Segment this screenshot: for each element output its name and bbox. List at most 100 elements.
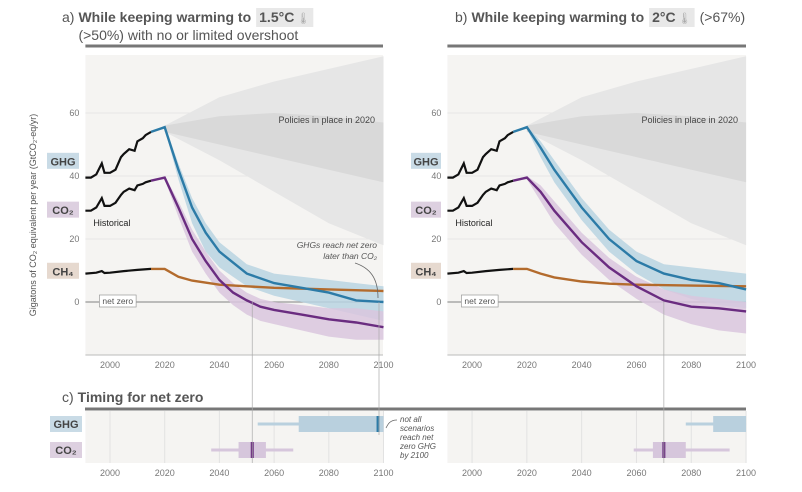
panel-title-highlight-b: 2°C <box>652 9 676 25</box>
series-label-CO2: CO₂ <box>52 205 74 217</box>
series-line-CO₂ <box>150 176 384 329</box>
panel-prefix-a: a) <box>62 9 74 25</box>
panel-title-a: While keeping warming to <box>78 9 251 25</box>
x-tick-label: 2080 <box>681 360 701 370</box>
timing-label-GHG: GHG <box>53 419 78 431</box>
timing-x-tick-label: 2100 <box>373 468 393 478</box>
panel-subtitle-b: (>67%) <box>700 9 746 25</box>
x-tick-label: 2080 <box>319 360 339 370</box>
box-CO₂ <box>652 442 686 458</box>
timing-x-tick-label: 2080 <box>681 468 701 478</box>
historical-line-CH₄ <box>85 267 152 275</box>
x-tick-label: 2100 <box>736 360 756 370</box>
timing-x-tick-label: 2060 <box>264 468 284 478</box>
box-GHG <box>298 416 384 432</box>
y-tick-label: 0 <box>436 297 441 307</box>
label-bg-CO2 <box>411 201 441 218</box>
label-bg-CO2 <box>47 201 79 218</box>
timing-note: scenarios <box>400 424 434 433</box>
panel-prefix-c: c) <box>62 389 74 405</box>
highlight-box-b <box>649 8 695 27</box>
timing-x-tick-label: 2060 <box>626 468 646 478</box>
series-label-GHG: GHG <box>413 156 438 168</box>
timing-x-tick-label: 2100 <box>736 468 756 478</box>
thermometer-icon: 🌡 <box>296 12 310 25</box>
thermometer-icon: 🌡 <box>678 12 692 25</box>
highlight-box-a <box>256 8 314 27</box>
series-label-CH4: CH₄ <box>52 266 73 278</box>
historical-line-GHG <box>85 130 152 179</box>
timing-note: zero GHG <box>399 442 436 451</box>
x-tick-label: 2100 <box>373 360 393 370</box>
x-tick-label: 2000 <box>462 360 482 370</box>
timing-note: by 2100 <box>400 451 429 460</box>
x-tick-label: 2000 <box>100 360 120 370</box>
historical-label: Historical <box>455 218 492 228</box>
timing-x-tick-label: 2020 <box>155 468 175 478</box>
policies-label: Policies in place in 2020 <box>278 115 375 125</box>
timing-x-tick-label: 2020 <box>517 468 537 478</box>
label-bg-CH4 <box>411 262 441 279</box>
timing-x-tick-label: 2040 <box>572 468 592 478</box>
x-tick-label: 2060 <box>626 360 646 370</box>
y-tick-label: 40 <box>69 171 79 181</box>
x-tick-label: 2060 <box>264 360 284 370</box>
series-label-GHG: GHG <box>50 156 75 168</box>
x-tick-label: 2040 <box>572 360 592 370</box>
y-tick-label: 0 <box>74 297 79 307</box>
net-zero-label: net zero <box>102 296 133 306</box>
policies-band-inner <box>526 113 747 183</box>
uncertainty-band-CO₂ <box>513 176 747 334</box>
historical-line-CO₂ <box>85 179 152 212</box>
series-line-GHG <box>512 125 747 291</box>
y-tick-label: 20 <box>431 234 441 244</box>
x-tick-label: 2040 <box>209 360 229 370</box>
policies-label: Policies in place in 2020 <box>641 115 738 125</box>
net-zero-box <box>461 294 499 308</box>
timing-plot-area <box>447 411 746 463</box>
box-GHG <box>713 416 747 432</box>
net-zero-label: net zero <box>464 296 495 306</box>
historical-label: Historical <box>93 218 130 228</box>
panel-title-b: While keeping warming to <box>471 9 644 25</box>
series-label-CO2: CO₂ <box>415 205 437 217</box>
y-tick-label: 40 <box>431 171 441 181</box>
timing-label-bg-GHG <box>50 416 82 432</box>
panel-prefix-b: b) <box>455 9 467 25</box>
y-tick-label: 20 <box>69 234 79 244</box>
note-arrow <box>354 262 379 299</box>
timing-note: not all <box>400 415 422 424</box>
historical-line-CO₂ <box>447 179 514 212</box>
y-axis-label: Gigatons of CO₂ equivalent per year (GtC… <box>28 114 38 317</box>
label-bg-GHG <box>411 152 441 169</box>
x-tick-label: 2020 <box>155 360 175 370</box>
series-line-GHG <box>150 125 384 304</box>
panel-subtitle-a: (>50%) with no or limited overshoot <box>78 27 298 43</box>
timing-x-tick-label: 2000 <box>100 468 120 478</box>
series-label-CH4: CH₄ <box>415 266 436 278</box>
x-tick-label: 2020 <box>517 360 537 370</box>
timing-label-bg-CO2 <box>50 442 82 458</box>
timing-x-tick-label: 2040 <box>209 468 229 478</box>
series-line-CH₄ <box>513 267 747 288</box>
panel-title-c: Timing for net zero <box>78 389 204 405</box>
panel-title-highlight-a: 1.5°C <box>259 9 294 25</box>
timing-note: reach net <box>400 433 434 442</box>
historical-line-GHG <box>447 130 514 179</box>
note-ghg-net-zero: GHGs reach net zero <box>297 240 378 250</box>
y-tick-label: 60 <box>431 108 441 118</box>
timing-x-tick-label: 2000 <box>462 468 482 478</box>
y-tick-label: 60 <box>69 108 79 118</box>
timing-label-CO2: CO₂ <box>55 445 77 457</box>
policies-band-inner <box>164 113 384 183</box>
note-ghg-net-zero: later than CO₂ <box>323 251 378 261</box>
net-zero-box <box>99 294 137 308</box>
timing-x-tick-label: 2080 <box>319 468 339 478</box>
uncertainty-band-GHG <box>513 125 747 309</box>
label-bg-CH4 <box>47 262 79 279</box>
note-arrow <box>385 419 398 429</box>
historical-line-CH₄ <box>447 267 514 275</box>
series-line-CO₂ <box>512 176 747 313</box>
label-bg-GHG <box>47 152 79 169</box>
